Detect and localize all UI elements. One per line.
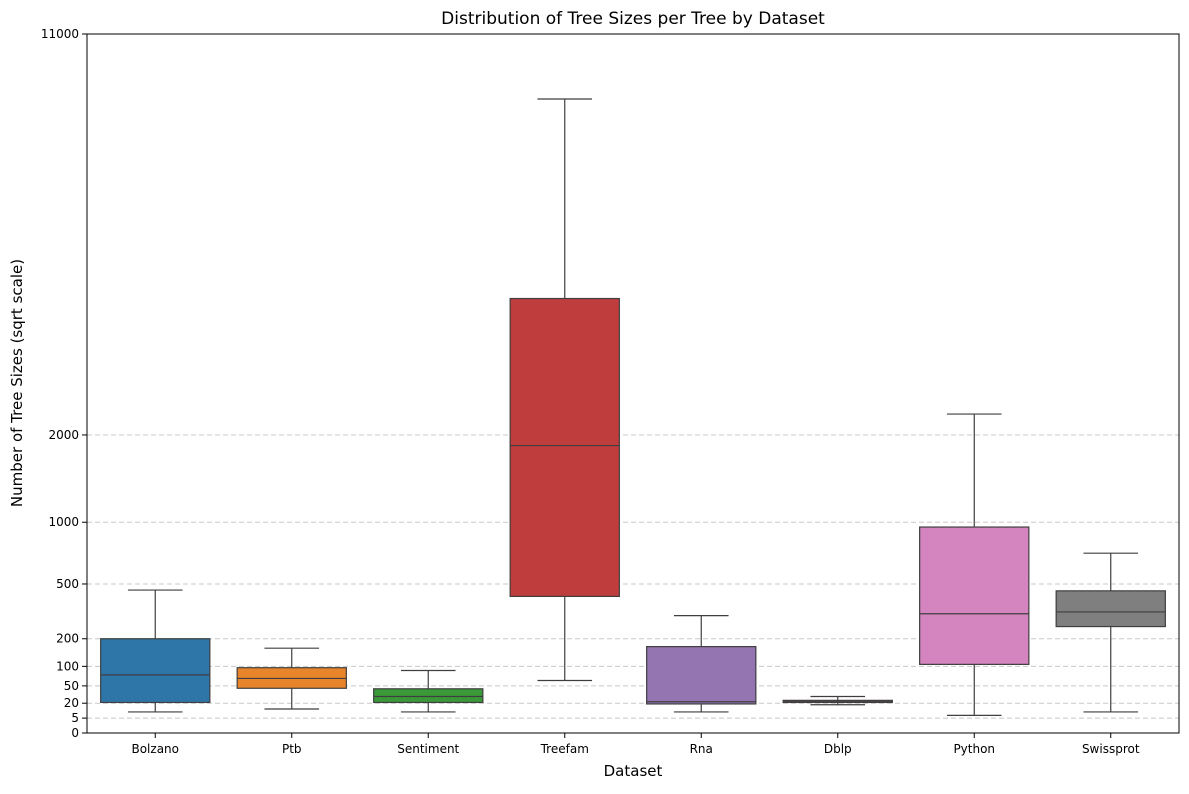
y-tick-label: 1000 (48, 515, 79, 529)
box-group-treefam (509, 98, 620, 682)
y-tick-label: 500 (56, 577, 79, 591)
chart-title: Distribution of Tree Sizes per Tree by D… (441, 9, 825, 29)
y-tick-label: 2000 (48, 428, 79, 442)
y-tick-label: 0 (71, 726, 79, 740)
iqr-box (1055, 590, 1166, 628)
y-tick-label: 50 (64, 679, 79, 693)
x-tick-label: Dblp (824, 742, 852, 756)
iqr-box (919, 526, 1030, 665)
x-tick-label: Bolzano (131, 742, 179, 756)
y-tick-label: 11000 (41, 27, 79, 41)
y-tick-label: 5 (71, 711, 79, 725)
y-tick-label: 200 (56, 632, 79, 646)
x-tick-label: Python (953, 742, 995, 756)
x-axis-label: Dataset (604, 762, 663, 780)
iqr-box (646, 646, 757, 705)
y-axis-label: Number of Tree Sizes (sqrt scale) (8, 259, 26, 507)
iqr-box (509, 297, 620, 598)
box-group-ptb (236, 647, 347, 710)
x-tick-label: Swissprot (1082, 742, 1140, 756)
x-tick-label: Sentiment (397, 742, 459, 756)
iqr-box (100, 638, 211, 704)
x-tick-label: Treefam (540, 742, 589, 756)
boxes (100, 98, 1166, 716)
y-tick-label: 20 (64, 696, 79, 710)
box-group-sentiment (373, 669, 484, 713)
y-tick-label: 100 (56, 659, 79, 673)
x-tick-label: Ptb (282, 742, 302, 756)
box-group-swissprot (1055, 552, 1166, 713)
iqr-box (373, 688, 484, 704)
box-group-dblp (782, 695, 893, 706)
box-group-rna (646, 615, 757, 713)
x-tick-label: Rna (690, 742, 713, 756)
plot-frame (86, 33, 1180, 734)
grid-lines (87, 434, 1179, 719)
box-group-python (919, 413, 1030, 716)
box-group-bolzano (100, 589, 211, 713)
